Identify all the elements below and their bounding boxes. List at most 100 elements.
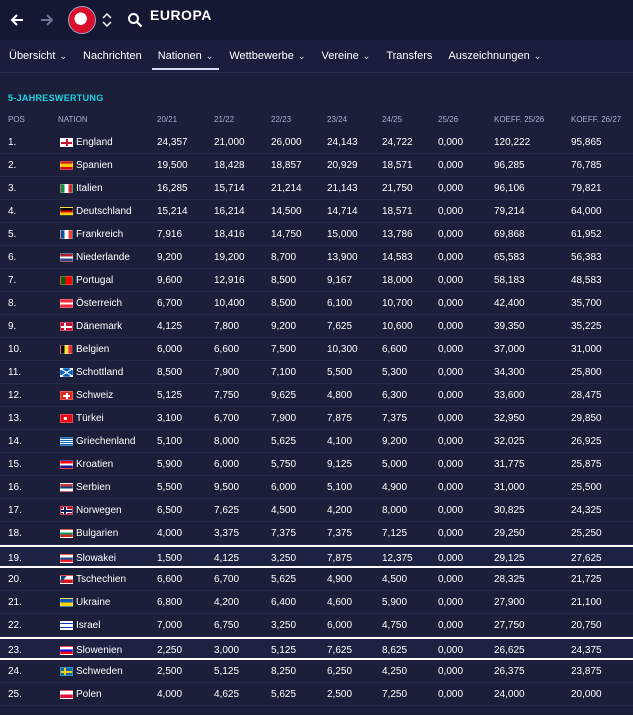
tab-übersicht[interactable]: Übersicht ⌄ <box>0 40 75 73</box>
table-row[interactable]: 13. Türkei 3,100 6,700 7,900 7,875 7,375 0,000 3… <box>0 407 633 430</box>
table-row[interactable]: 18. Bulgarien 4,000 3,375 7,375 7,375 7,125 0,0… <box>0 522 633 545</box>
table-row[interactable]: 5. Frankreich 7,916 18,416 14,750 15,000 13,78… <box>0 223 633 246</box>
row-koeff-26-27: 25,800 <box>571 367 602 378</box>
table-row[interactable]: 22. Israel 7,000 6,750 3,250 6,000 4,750 0,000 2… <box>0 614 633 637</box>
tab-label: Wettbewerbe <box>229 50 294 62</box>
row-nation[interactable]: Türkei <box>76 413 104 424</box>
forward-arrow-icon[interactable] <box>32 0 62 40</box>
row-nation[interactable]: Deutschland <box>76 206 132 217</box>
header-koeff-25-26[interactable]: KOEFF. 25/26 <box>494 115 545 124</box>
row-nation[interactable]: Polen <box>76 689 102 700</box>
page-title: EUROPA <box>150 7 212 23</box>
table-row[interactable]: 10. Belgien 6,000 6,600 7,500 10,300 6,600 0,00… <box>0 338 633 361</box>
switch-competition-icon[interactable] <box>100 6 114 34</box>
row-season-value: 13,900 <box>327 252 358 263</box>
row-pos: 11. <box>8 367 22 378</box>
row-koeff-25-26: 32,025 <box>494 436 525 447</box>
tab-nationen[interactable]: Nationen ⌄ <box>150 40 222 73</box>
uefa-logo[interactable] <box>68 6 96 34</box>
table-row[interactable]: 7. Portugal 9,600 12,916 8,500 9,167 18,000 0,0… <box>0 269 633 292</box>
table-row[interactable]: 17. Norwegen 6,500 7,625 4,500 4,200 8,000 0,00… <box>0 499 633 522</box>
row-season-value: 10,700 <box>382 298 413 309</box>
header-koeff-26-27[interactable]: KOEFF. 26/27 <box>571 115 622 124</box>
row-season-value: 0,000 <box>438 436 464 447</box>
row-nation[interactable]: Portugal <box>76 275 114 286</box>
row-season-value: 6,700 <box>157 298 183 309</box>
row-season-value: 4,900 <box>382 482 408 493</box>
row-season-value: 6,600 <box>157 574 183 585</box>
header-21-22[interactable]: 21/22 <box>214 115 235 124</box>
table-row[interactable]: 14. Griechenland 5,100 8,000 5,625 4,100 9,200… <box>0 430 633 453</box>
row-nation[interactable]: Bulgarien <box>76 528 119 539</box>
row-koeff-26-27: 20,000 <box>571 689 602 700</box>
row-season-value: 6,000 <box>327 620 353 631</box>
row-nation[interactable]: Schweden <box>76 666 123 677</box>
row-nation[interactable]: Griechenland <box>76 436 136 447</box>
table-row[interactable]: 2. Spanien 19,500 18,428 18,857 20,929 18,571 0… <box>0 154 633 177</box>
header-22-23[interactable]: 22/23 <box>271 115 292 124</box>
tab-auszeichnungen[interactable]: Auszeichnungen ⌄ <box>440 40 549 73</box>
row-season-value: 18,428 <box>214 160 245 171</box>
tab-nachrichten[interactable]: Nachrichten <box>75 40 150 73</box>
tab-wettbewerbe[interactable]: Wettbewerbe ⌄ <box>221 40 313 73</box>
table-row[interactable]: 11. Schottland 8,500 7,900 7,100 5,500 5,300 0,… <box>0 361 633 384</box>
row-nation[interactable]: Schweiz <box>76 390 114 401</box>
row-nation[interactable]: Kroatien <box>76 459 114 470</box>
tab-label: Auszeichnungen <box>448 50 530 62</box>
back-arrow-icon[interactable] <box>2 0 32 40</box>
tab-transfers[interactable]: Transfers <box>378 40 440 73</box>
row-nation[interactable]: Schottland <box>76 367 124 378</box>
flag-bulgaria-icon <box>60 529 73 538</box>
row-nation[interactable]: Dänemark <box>76 321 123 332</box>
table-row[interactable]: 8. Österreich 6,700 10,400 8,500 6,100 10,700 0… <box>0 292 633 315</box>
row-season-value: 6,300 <box>382 390 408 401</box>
tab-vereine[interactable]: Vereine ⌄ <box>313 40 378 73</box>
row-nation[interactable]: Frankreich <box>76 229 124 240</box>
row-nation[interactable]: Belgien <box>76 344 110 355</box>
table-row[interactable]: 16. Serbien 5,500 9,500 6,000 5,100 4,900 0,000… <box>0 476 633 499</box>
table-row[interactable]: 25. Polen 4,000 4,625 5,625 2,500 7,250 0,000 24… <box>0 683 633 706</box>
flag-england-icon <box>60 138 73 147</box>
search-icon[interactable] <box>122 0 148 40</box>
table-row[interactable]: 6. Niederlande 9,200 19,200 8,700 13,900 14,58… <box>0 246 633 269</box>
row-season-value: 6,500 <box>157 505 183 516</box>
table-row[interactable]: 1. England 24,357 21,000 26,000 24,143 24,722 0… <box>0 131 633 154</box>
table-row[interactable]: 20. Tschechien 6,600 6,700 5,625 4,900 4,500 0,… <box>0 568 633 591</box>
table-row[interactable]: 3. Italien 16,285 15,714 21,214 21,143 21,750 0… <box>0 177 633 200</box>
row-koeff-25-26: 79,214 <box>494 206 525 217</box>
row-nation[interactable]: Italien <box>76 183 103 194</box>
table-row[interactable]: 24. Schweden 2,500 5,125 8,250 6,250 4,250 0,00… <box>0 660 633 683</box>
row-season-value: 6,000 <box>271 482 297 493</box>
row-nation[interactable]: Slowakei <box>76 553 117 564</box>
header-pos[interactable]: POS <box>8 115 25 124</box>
header-nation[interactable]: NATION <box>58 115 88 124</box>
row-season-value: 12,375 <box>382 553 413 564</box>
table-row[interactable]: 4. Deutschland 15,214 16,214 14,500 14,714 18,… <box>0 200 633 223</box>
row-nation[interactable]: Niederlande <box>76 252 130 263</box>
row-season-value: 7,800 <box>214 321 240 332</box>
row-nation[interactable]: England <box>76 137 113 148</box>
row-season-value: 0,000 <box>438 344 464 355</box>
table-row[interactable]: 15. Kroatien 5,900 6,000 5,750 9,125 5,000 0,00… <box>0 453 633 476</box>
table-row[interactable]: 23. Slowenien 2,250 3,000 5,125 7,625 8,625 0,0… <box>0 637 633 660</box>
row-season-value: 7,750 <box>214 390 240 401</box>
table-row[interactable]: 9. Dänemark 4,125 7,800 9,200 7,625 10,600 0,00… <box>0 315 633 338</box>
row-koeff-26-27: 25,875 <box>571 459 602 470</box>
header-23-24[interactable]: 23/24 <box>327 115 348 124</box>
row-nation[interactable]: Serbien <box>76 482 111 493</box>
row-nation[interactable]: Spanien <box>76 160 113 171</box>
header-24-25[interactable]: 24/25 <box>382 115 403 124</box>
row-season-value: 21,143 <box>327 183 358 194</box>
header-25-26[interactable]: 25/26 <box>438 115 459 124</box>
header-20-21[interactable]: 20/21 <box>157 115 178 124</box>
row-nation[interactable]: Slowenien <box>76 645 123 656</box>
row-nation[interactable]: Norwegen <box>76 505 122 516</box>
table-row[interactable]: 12. Schweiz 5,125 7,750 9,625 4,800 6,300 0,000… <box>0 384 633 407</box>
table-row[interactable]: 21. Ukraine 6,800 4,200 6,400 4,600 5,900 0,000… <box>0 591 633 614</box>
row-nation[interactable]: Tschechien <box>76 574 127 585</box>
table-row[interactable]: 19. Slowakei 1,500 4,125 3,250 7,875 12,375 0,0… <box>0 545 633 568</box>
row-season-value: 9,600 <box>157 275 183 286</box>
row-nation[interactable]: Israel <box>76 620 101 631</box>
row-nation[interactable]: Österreich <box>76 298 123 309</box>
row-nation[interactable]: Ukraine <box>76 597 111 608</box>
